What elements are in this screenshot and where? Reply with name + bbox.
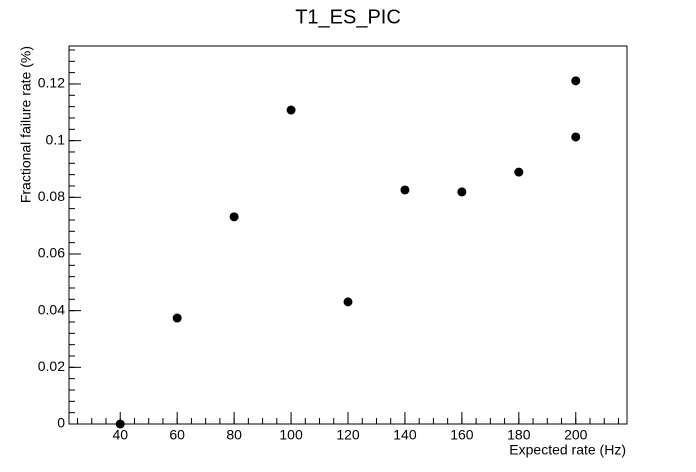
y-tick-label: 0 <box>57 415 65 431</box>
y-axis-label: Fractional failure rate (%) <box>18 46 34 203</box>
y-tick-label: 0.08 <box>38 188 65 204</box>
point <box>514 167 524 177</box>
x-tick-label: 40 <box>112 427 128 443</box>
y-tick-label: 0.12 <box>38 75 65 91</box>
point <box>115 419 125 429</box>
y-tick-label: 0.1 <box>46 131 66 147</box>
point <box>172 313 182 323</box>
y-tick-label: 0.02 <box>38 358 65 374</box>
x-tick-label: 60 <box>169 427 185 443</box>
x-tick-label: 180 <box>507 427 531 443</box>
y-tick-label: 0.04 <box>38 301 65 317</box>
x-tick-label: 120 <box>336 427 360 443</box>
point <box>286 105 296 115</box>
y-tick-label: 0.06 <box>38 245 65 261</box>
x-tick-label: 100 <box>279 427 303 443</box>
x-axis-label: Expected rate (Hz) <box>509 442 626 458</box>
chart-title: T1_ES_PIC <box>295 6 401 28</box>
point <box>571 132 581 142</box>
x-tick-label: 80 <box>226 427 242 443</box>
point <box>229 212 239 222</box>
point <box>343 297 353 307</box>
x-tick-label: 140 <box>393 427 417 443</box>
x-tick-label: 200 <box>564 427 588 443</box>
point <box>457 187 467 197</box>
point <box>400 185 410 195</box>
point <box>571 76 581 86</box>
x-tick-label: 160 <box>450 427 474 443</box>
